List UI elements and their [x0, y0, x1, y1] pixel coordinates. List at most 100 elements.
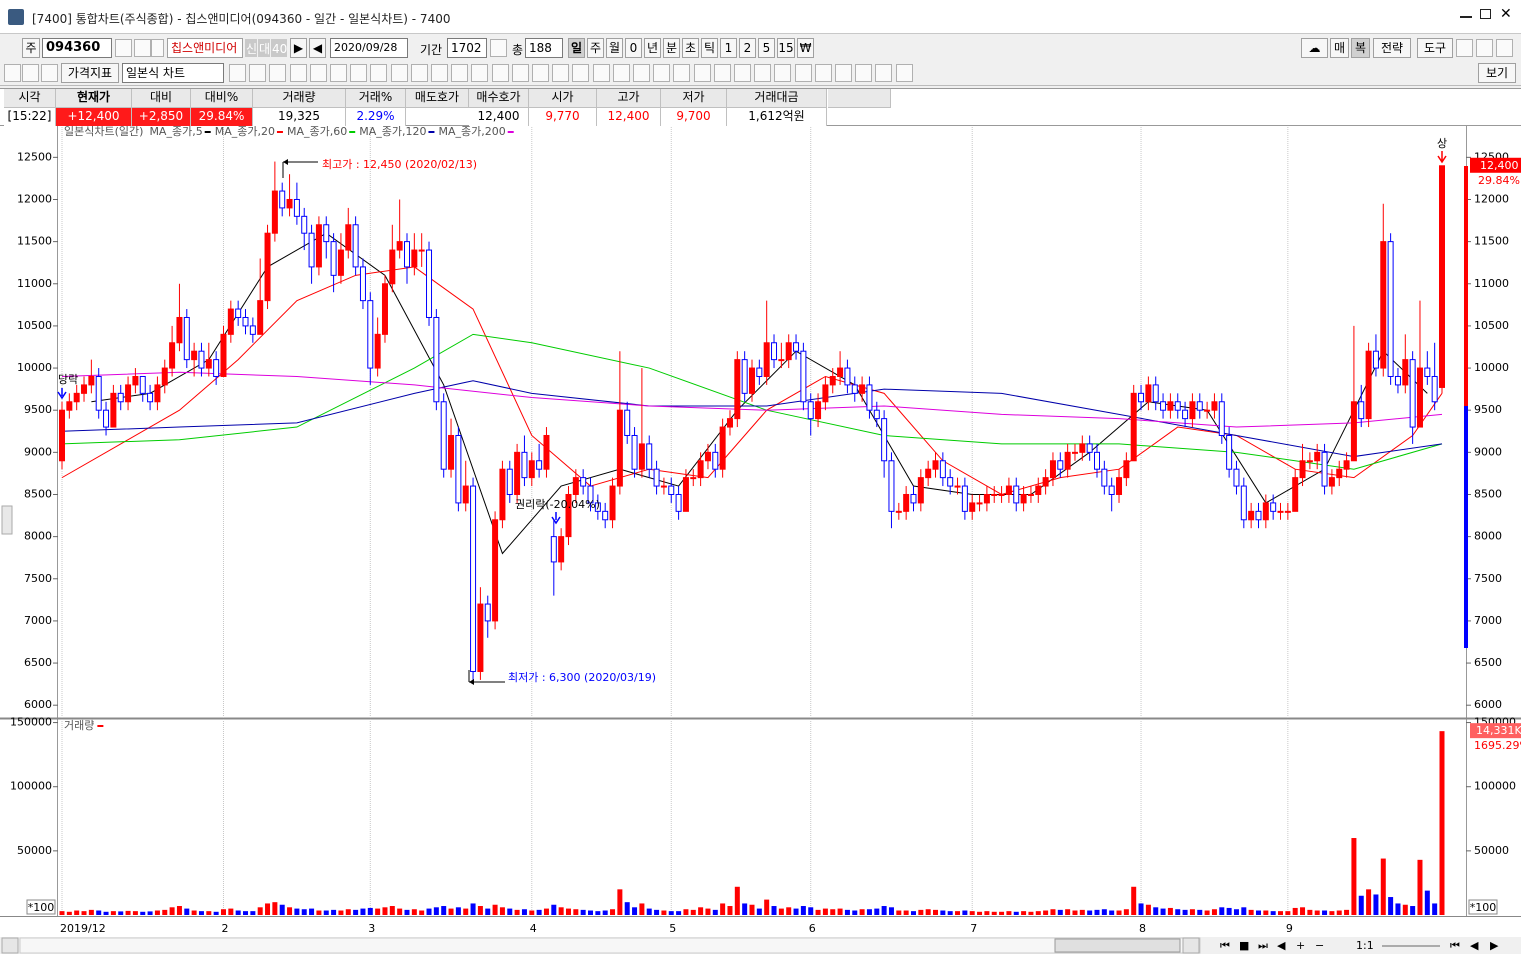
search-button[interactable]	[115, 39, 132, 57]
tool-icon[interactable]	[896, 64, 913, 82]
tool-icon[interactable]	[875, 64, 892, 82]
tool-icon[interactable]	[774, 64, 791, 82]
tool-icon[interactable]	[613, 64, 630, 82]
volume-bar	[1035, 911, 1041, 915]
tool-icon[interactable]	[795, 64, 812, 82]
tool-icon[interactable]	[370, 64, 387, 82]
interval-button[interactable]: 2	[739, 38, 756, 58]
dropdown[interactable]	[151, 39, 164, 57]
interval-button[interactable]: 년	[644, 38, 661, 58]
tool-icon[interactable]	[290, 64, 307, 82]
annotation-arrow	[283, 159, 288, 165]
prev-annotation: 당락	[58, 373, 78, 386]
minimize[interactable]	[1460, 16, 1472, 18]
market-button[interactable]: 주	[22, 38, 40, 58]
volume-bar	[661, 910, 667, 915]
tool-icon[interactable]	[572, 64, 589, 82]
total-input[interactable]: 188	[525, 38, 563, 58]
next-button[interactable]: ▶	[290, 38, 307, 58]
interval-button[interactable]: 일	[568, 38, 585, 58]
prev-button[interactable]: ◀	[309, 38, 326, 58]
tool-icon[interactable]	[673, 64, 690, 82]
volume-bar	[903, 910, 909, 915]
volume-bar	[1145, 904, 1151, 915]
interval-button[interactable]: 월	[606, 38, 623, 58]
right-button[interactable]: 전략	[1373, 38, 1411, 58]
volume-bar	[477, 906, 483, 915]
volume-bar	[764, 899, 770, 915]
indicator-button[interactable]: 가격지표	[61, 63, 119, 83]
tool-icon[interactable]	[532, 64, 549, 82]
right-button[interactable]: 매	[1330, 38, 1349, 58]
tool-icon[interactable]	[855, 64, 872, 82]
code-input[interactable]: 094360	[42, 38, 112, 58]
interval-button[interactable]: 분	[663, 38, 680, 58]
tool-icon[interactable]	[249, 64, 266, 82]
tool-icon[interactable]	[41, 64, 58, 82]
volume-bar	[448, 908, 454, 915]
interval-button[interactable]: ₩	[797, 38, 814, 58]
interval-button[interactable]: 주	[587, 38, 604, 58]
sort-button[interactable]	[134, 39, 151, 57]
candle-body	[866, 384, 873, 411]
tool-icon[interactable]	[411, 64, 428, 82]
tool-icon[interactable]	[734, 64, 751, 82]
tool-icon[interactable]	[22, 64, 39, 82]
tool-icon[interactable]	[694, 64, 711, 82]
tool-icon[interactable]	[714, 64, 731, 82]
volume-bar	[235, 910, 241, 915]
tool-icon[interactable]	[593, 64, 610, 82]
date-input[interactable]: 2020/09/28	[330, 38, 408, 58]
tool-icon[interactable]	[431, 64, 448, 82]
tool-icon[interactable]	[492, 64, 509, 82]
y-tick-label: 7000	[24, 614, 52, 627]
tool-icon[interactable]	[330, 64, 347, 82]
view-button[interactable]: 보기	[1478, 63, 1516, 83]
cloud-button[interactable]: ☁	[1301, 38, 1328, 58]
volume-bar	[1358, 895, 1364, 915]
tool-icon[interactable]	[754, 64, 771, 82]
tool-icon[interactable]	[471, 64, 488, 82]
tool-icon[interactable]	[229, 64, 246, 82]
tool-icon[interactable]	[269, 64, 286, 82]
tool-icon[interactable]	[512, 64, 529, 82]
tool-icon[interactable]	[310, 64, 327, 82]
maximize[interactable]	[1480, 9, 1491, 19]
close[interactable]: ✕	[1500, 6, 1512, 22]
interval-button[interactable]: 1	[720, 38, 737, 58]
scroll-thumb[interactable]	[1054, 938, 1181, 953]
interval-button[interactable]: 15	[777, 38, 795, 58]
interval-button[interactable]: 틱	[701, 38, 718, 58]
candle-body	[506, 468, 513, 495]
volume-bar	[1197, 909, 1203, 915]
tool-icon[interactable]	[4, 64, 21, 82]
tool-icon[interactable]	[815, 64, 832, 82]
toolbar: 주 094360 칩스앤미디어 신 대 40 ▶ ◀ 2020/09/28 기간…	[0, 35, 1521, 61]
tool-icon[interactable]	[350, 64, 367, 82]
tool-icon[interactable]	[1476, 39, 1493, 57]
interval-button[interactable]: 0	[625, 38, 642, 58]
tool-icon[interactable]	[451, 64, 468, 82]
tool-icon[interactable]	[835, 64, 852, 82]
candle-body	[352, 224, 359, 268]
period-input[interactable]: 1702	[447, 38, 487, 58]
tool-icon[interactable]	[391, 64, 408, 82]
volume-bar	[1432, 903, 1438, 915]
interval-button[interactable]: 초	[682, 38, 699, 58]
tool-icon[interactable]	[633, 64, 650, 82]
legend-label: MA_종가,200	[438, 126, 505, 138]
volume-tick-label: 50000	[17, 844, 52, 857]
candle-body	[668, 485, 675, 495]
tool-icon[interactable]	[1496, 39, 1513, 57]
tool-icon[interactable]	[552, 64, 569, 82]
refresh-button[interactable]	[490, 39, 507, 57]
candle-body	[682, 477, 689, 512]
nav-button: ◀	[1470, 939, 1479, 952]
chart-kind-select[interactable]: 일본식 차트	[122, 63, 224, 83]
scrollbar	[19, 937, 1201, 954]
right-button[interactable]: 도구	[1417, 38, 1453, 58]
tool-icon[interactable]	[1456, 39, 1473, 57]
interval-button[interactable]: 5	[758, 38, 775, 58]
right-button[interactable]: 복	[1351, 38, 1370, 58]
tool-icon[interactable]	[653, 64, 670, 82]
